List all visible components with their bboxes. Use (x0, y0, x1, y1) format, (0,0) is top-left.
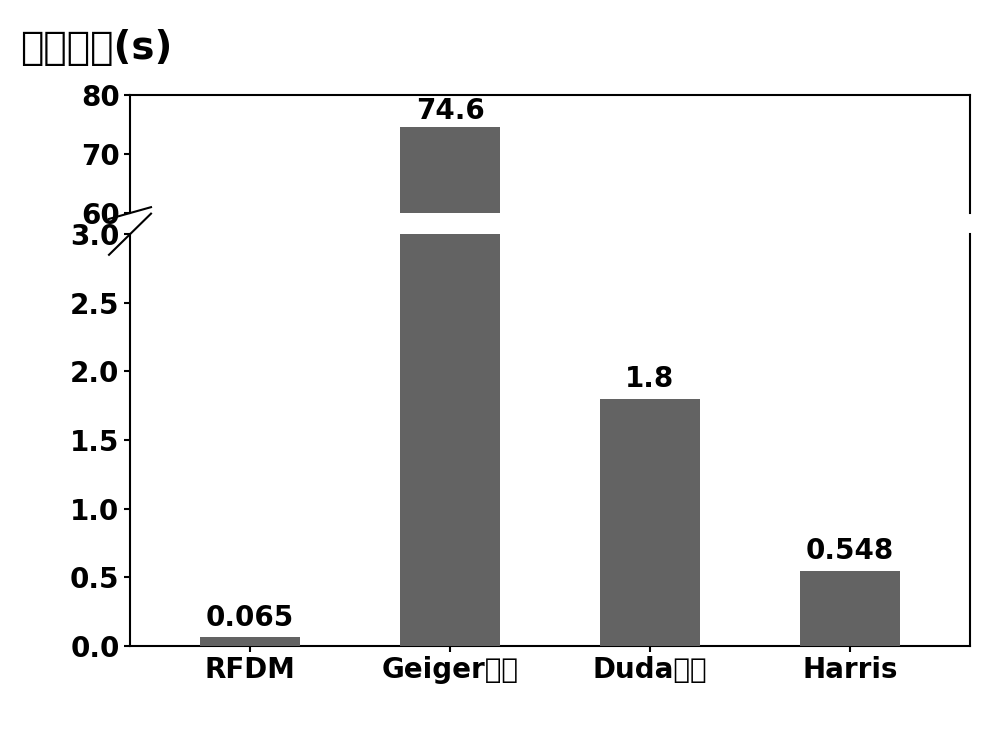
Bar (800, 571, 900, 646)
Text: 1.8: 1.8 (625, 366, 675, 393)
Text: 0.548: 0.548 (806, 537, 894, 565)
Bar (600, 556, 700, 566)
Bar (600, 399, 700, 646)
Bar (400, 0, 500, 646)
Bar (800, 563, 900, 566)
Bar (400, 127, 500, 566)
Text: 计算耗时(s): 计算耗时(s) (20, 29, 172, 68)
Text: 0.065: 0.065 (206, 603, 294, 631)
Text: 74.6: 74.6 (416, 98, 484, 126)
Bar (200, 637, 300, 646)
